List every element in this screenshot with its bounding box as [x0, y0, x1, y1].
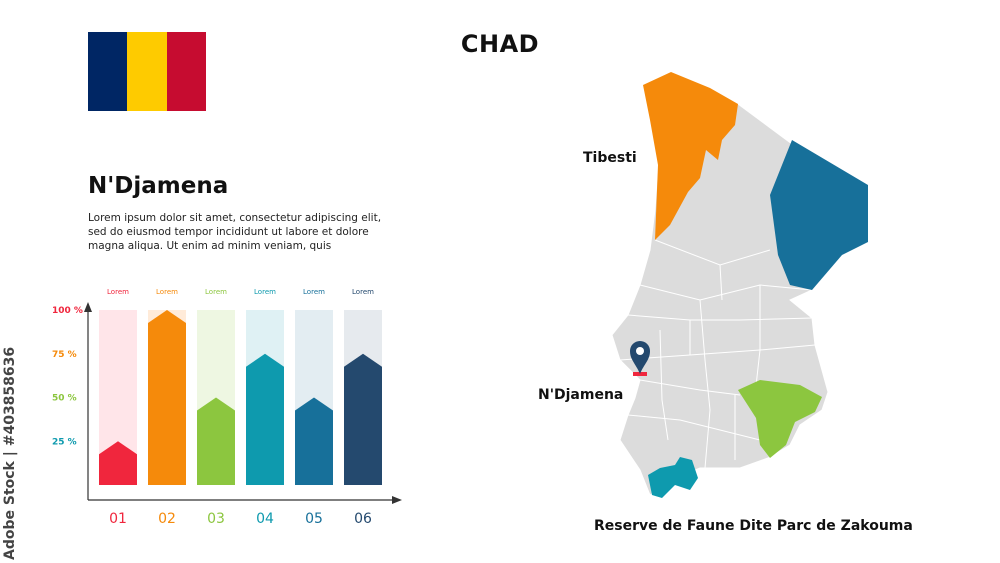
- y-tick-label: 25 %: [52, 437, 77, 447]
- y-tick-label: 50 %: [52, 394, 77, 404]
- series-label: Lorem: [254, 288, 276, 296]
- map-region-borders: [619, 239, 816, 469]
- map-pin-center: [636, 347, 644, 355]
- page-title: CHAD: [460, 30, 540, 58]
- ennedi-region: [770, 140, 868, 290]
- tibesti-label: Tibesti: [583, 150, 637, 166]
- bar: [246, 353, 284, 485]
- map-pin-icon: [630, 341, 650, 374]
- series-label: Lorem: [352, 288, 374, 296]
- capital-label: N'Djamena: [538, 387, 624, 403]
- x-tick-label: 03: [207, 511, 225, 527]
- series-label: Lorem: [156, 288, 178, 296]
- zakouma-label: Reserve de Faune Dite Parc de Zakouma: [594, 518, 913, 534]
- y-tick-label: 100 %: [52, 306, 83, 316]
- x-tick-label: 05: [305, 511, 323, 527]
- series-label: Lorem: [205, 288, 227, 296]
- chad-map-outline: [611, 71, 869, 496]
- x-tick-label: 06: [354, 511, 372, 527]
- city-description: Lorem ipsum dolor sit amet, consectetur …: [88, 212, 382, 252]
- series-label: Lorem: [107, 288, 129, 296]
- x-tick-label: 02: [158, 511, 176, 527]
- flag-stripe-blue: [88, 32, 128, 111]
- chad-map: [611, 71, 869, 498]
- bar: [295, 397, 333, 485]
- watermark-text: Adobe Stock | #403858636: [2, 346, 18, 560]
- y-axis-arrow: [84, 302, 92, 312]
- chad-flag: [88, 32, 206, 111]
- flag-stripe-yellow: [127, 32, 167, 111]
- y-tick-label: 75 %: [52, 350, 77, 360]
- bar: [99, 441, 137, 485]
- city-title: N'Djamena: [88, 173, 229, 199]
- flag-stripe-red: [166, 32, 206, 111]
- logone-region: [648, 457, 698, 498]
- tibesti-region: [643, 72, 738, 240]
- x-tick-label: 01: [109, 511, 127, 527]
- bar: [197, 397, 235, 485]
- bar-chart: Lorem 01 Lorem 02 Lorem 03 Lorem 04 Lorem 05 Lorem…: [52, 288, 402, 527]
- x-tick-label: 04: [256, 511, 274, 527]
- salamat-region: [738, 380, 822, 458]
- series-label: Lorem: [303, 288, 325, 296]
- bar: [344, 353, 382, 485]
- bar: [148, 310, 186, 485]
- x-axis-arrow: [392, 496, 402, 504]
